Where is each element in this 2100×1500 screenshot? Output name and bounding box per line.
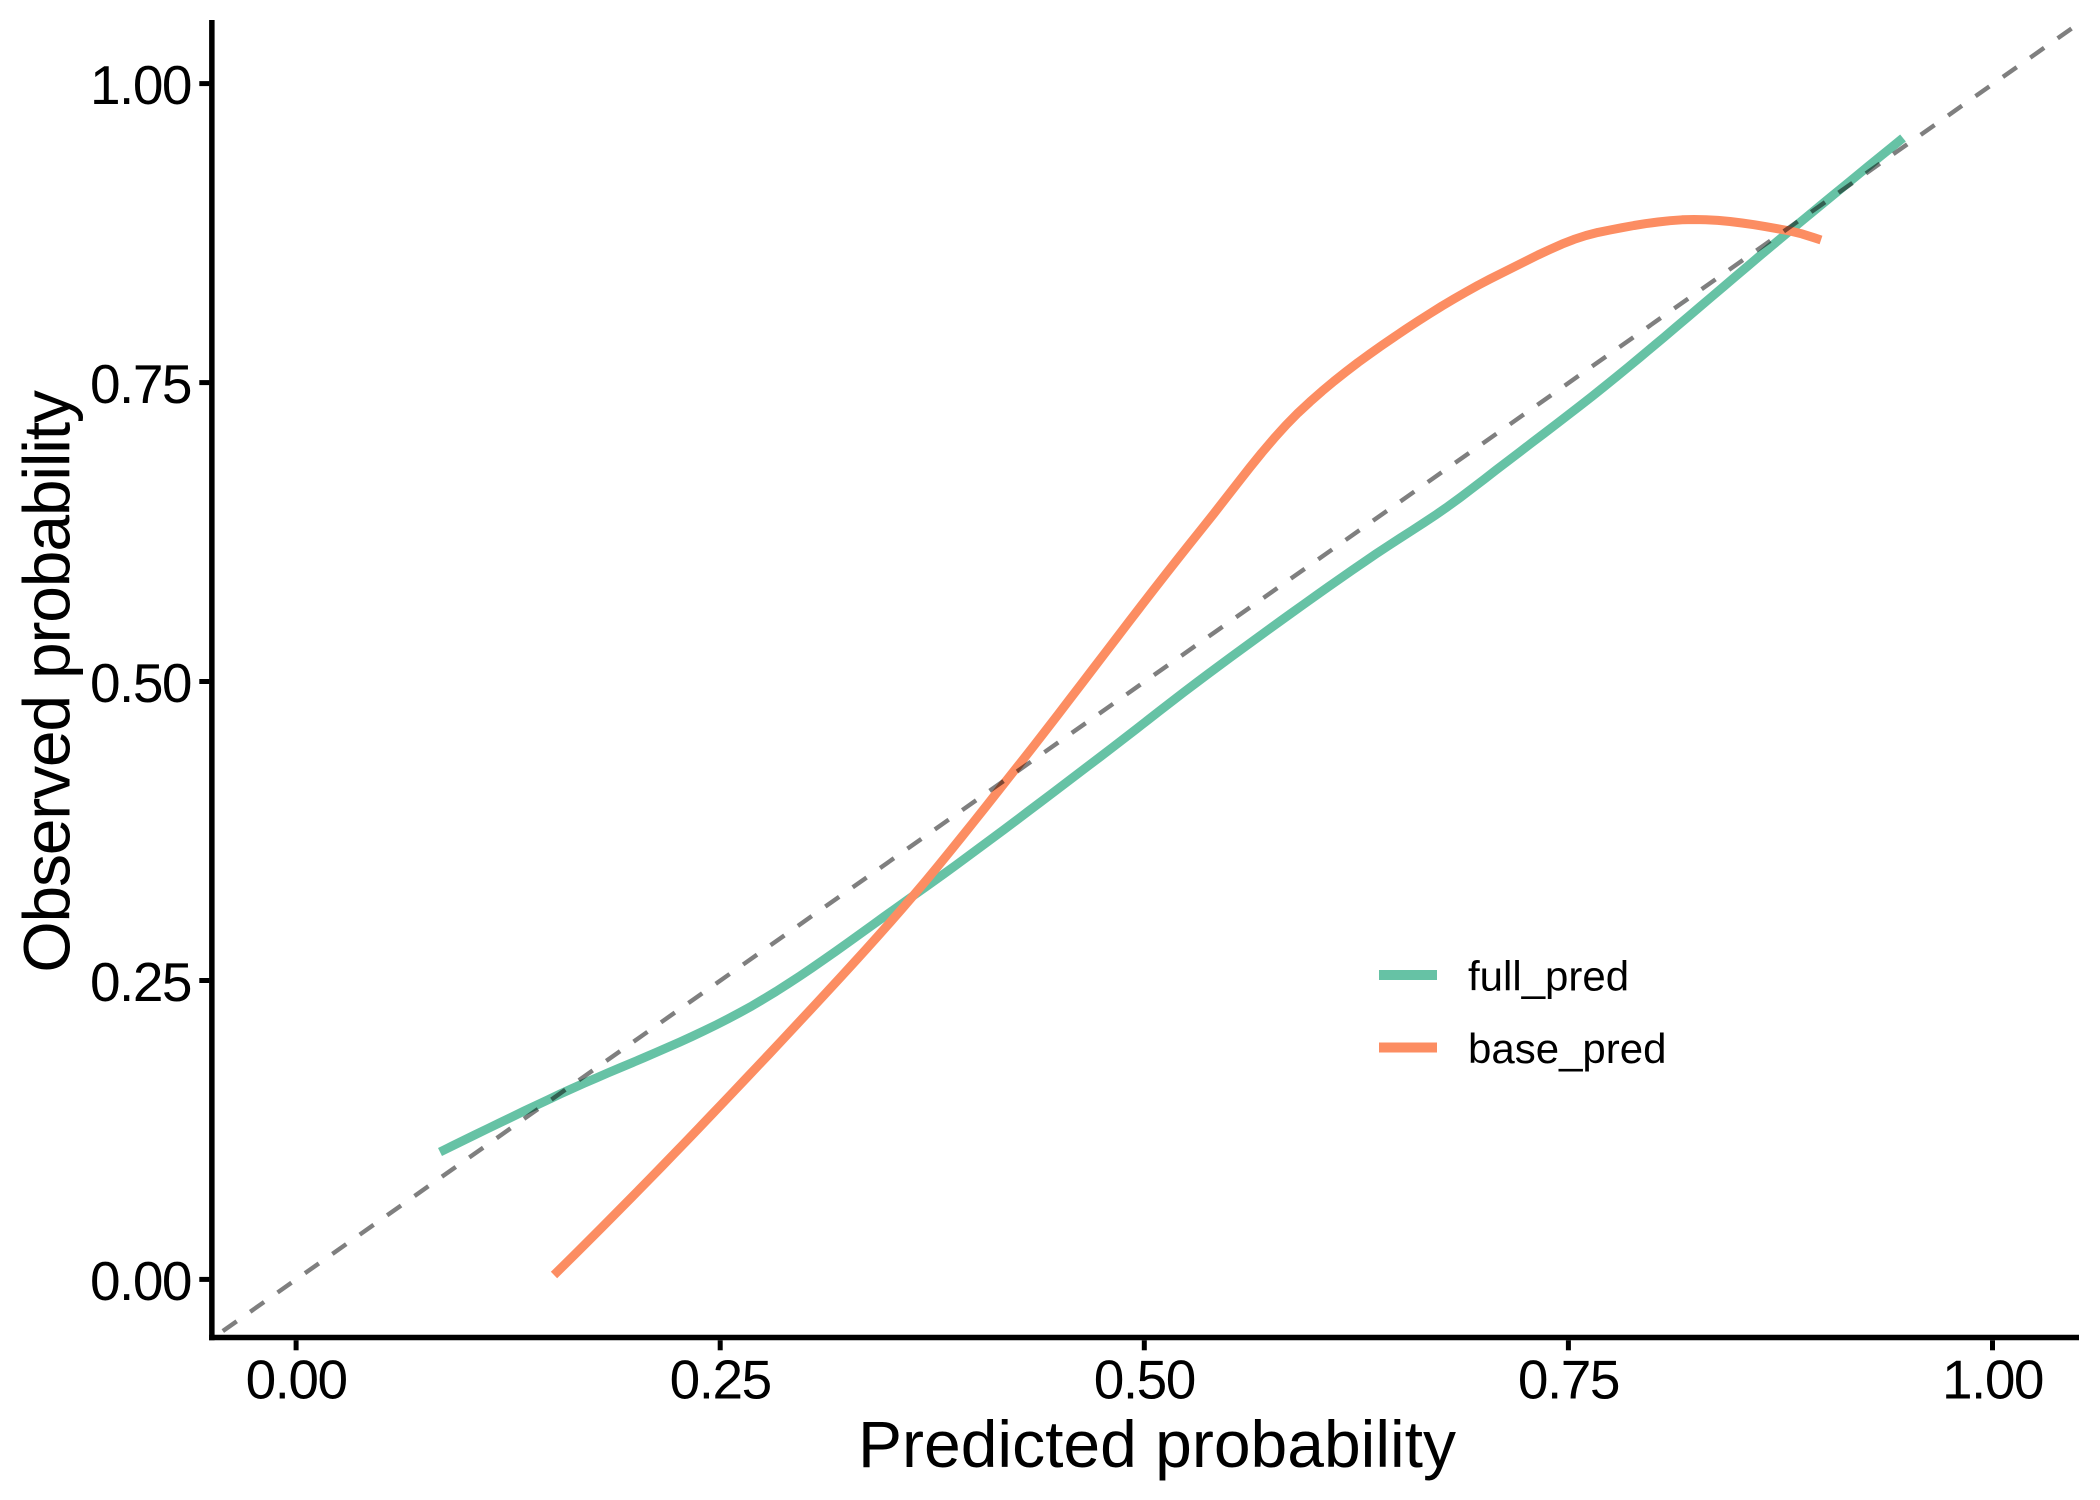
svg-text:0.75: 0.75 [90, 353, 191, 415]
svg-text:0.75: 0.75 [1518, 1349, 1619, 1411]
svg-text:0.25: 0.25 [670, 1349, 771, 1411]
svg-text:0.00: 0.00 [90, 1250, 191, 1312]
svg-text:1.00: 1.00 [1942, 1349, 2043, 1411]
svg-text:0.50: 0.50 [90, 652, 191, 714]
svg-text:0.50: 0.50 [1094, 1349, 1195, 1411]
svg-text:Predicted probability: Predicted probability [858, 1407, 1456, 1481]
svg-text:0.00: 0.00 [246, 1349, 347, 1411]
svg-text:Observed probability: Observed probability [10, 390, 84, 973]
svg-text:base_pred: base_pred [1468, 1025, 1667, 1072]
svg-text:0.25: 0.25 [90, 951, 191, 1013]
svg-text:1.00: 1.00 [90, 54, 191, 116]
svg-text:full_pred: full_pred [1468, 953, 1629, 1000]
